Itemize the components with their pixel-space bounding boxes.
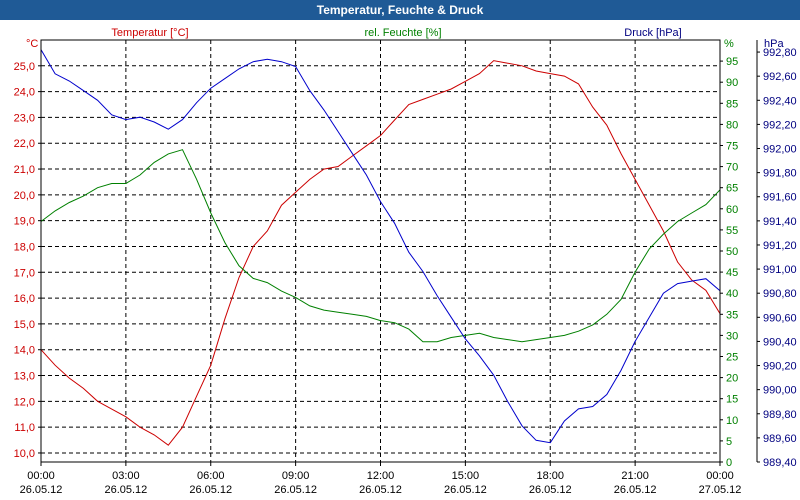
date-tick-label: 26.05.12 (189, 484, 232, 496)
humidity-axis: 0 5 10 15 20 25 30 35 40 45 50 55 60 65 70 75 80 85 90 95 (720, 56, 738, 469)
temperature-tick-label: 25,0 (14, 61, 35, 73)
humidity-tick-label: 50 (726, 246, 738, 258)
humidity-tick-label: 55 (726, 225, 738, 237)
pressure-tick-label: 990,00 (763, 385, 797, 397)
pressure-tick-label: 992,20 (763, 119, 797, 131)
series-line-humidity (40, 149, 721, 343)
date-tick-label: 26.05.12 (20, 484, 63, 496)
pressure-tick-label: 992,40 (763, 95, 797, 107)
time-tick-label: 06:00 (197, 470, 225, 482)
pressure-tick-label: 989,60 (763, 433, 797, 445)
pressure-tick-label: 991,60 (763, 192, 797, 204)
humidity-tick-label: 40 (726, 288, 738, 300)
pressure-tick-label: 989,40 (763, 457, 797, 469)
date-tick-label: 26.05.12 (274, 484, 317, 496)
time-tick-label: 09:00 (282, 470, 310, 482)
pressure-tick-label: 991,00 (763, 264, 797, 276)
pressure-tick-label: 992,60 (763, 71, 797, 83)
humidity-tick-label: 85 (726, 98, 738, 110)
humidity-tick-label: 75 (726, 141, 738, 153)
temperature-tick-label: 23,0 (14, 112, 35, 124)
humidity-tick-label: 15 (726, 394, 738, 406)
pressure-tick-label: 990,40 (763, 336, 797, 348)
date-tick-label: 26.05.12 (529, 484, 572, 496)
legend-humidity: rel. Feuchte [%] (364, 27, 441, 39)
time-tick-label: 12:00 (367, 470, 395, 482)
temperature-tick-label: 15,0 (14, 319, 35, 331)
pressure-axis: 989,40 989,60 989,80 990,00 990,20 990,40 990,… (756, 40, 797, 469)
temperature-axis: 10,0 11,0 12,0 13,0 14,0 15,0 16,0 17,0 18,0 19,0… (14, 61, 41, 460)
humidity-tick-label: 25 (726, 352, 738, 364)
pressure-tick-label: 989,80 (763, 409, 797, 421)
series-layer (40, 49, 721, 446)
humidity-tick-label: 95 (726, 56, 738, 68)
humidity-tick-label: 5 (726, 436, 732, 448)
humidity-tick-label: 70 (726, 162, 738, 174)
time-tick-label: 00:00 (27, 470, 55, 482)
legend-pressure: Druck [hPa] (624, 27, 681, 39)
chart-canvas: 10,0 11,0 12,0 13,0 14,0 15,0 16,0 17,0 18,0 19,0… (14, 27, 797, 496)
temperature-tick-label: 10,0 (14, 448, 35, 460)
time-tick-label: 21:00 (621, 470, 649, 482)
humidity-tick-label: 80 (726, 119, 738, 131)
temperature-tick-label: 17,0 (14, 267, 35, 279)
pressure-unit: hPa (764, 38, 784, 50)
humidity-tick-label: 65 (726, 183, 738, 195)
date-tick-label: 27.05.12 (699, 484, 742, 496)
humidity-tick-label: 60 (726, 204, 738, 216)
temperature-tick-label: 16,0 (14, 293, 35, 305)
chart-title: Temperatur, Feuchte & Druck (316, 3, 484, 17)
temperature-unit: °C (26, 38, 38, 50)
temperature-tick-label: 22,0 (14, 138, 35, 150)
humidity-tick-label: 20 (726, 373, 738, 385)
humidity-unit: % (724, 38, 734, 50)
temperature-tick-label: 12,0 (14, 396, 35, 408)
chart-title-bar: Temperatur, Feuchte & Druck (0, 0, 800, 20)
pressure-tick-label: 992,80 (763, 47, 797, 59)
pressure-tick-label: 990,80 (763, 288, 797, 300)
pressure-tick-label: 991,20 (763, 240, 797, 252)
time-tick-label: 00:00 (706, 470, 734, 482)
series-line-temperature (40, 60, 721, 446)
pressure-tick-label: 991,80 (763, 168, 797, 180)
date-tick-label: 26.05.12 (359, 484, 402, 496)
temperature-tick-label: 19,0 (14, 216, 35, 228)
pressure-tick-label: 992,00 (763, 144, 797, 156)
legend-temperature: Temperatur [°C] (111, 27, 188, 39)
temperature-tick-label: 18,0 (14, 241, 35, 253)
time-tick-label: 15:00 (452, 470, 480, 482)
pressure-tick-label: 991,40 (763, 216, 797, 228)
humidity-tick-label: 45 (726, 267, 738, 279)
date-tick-label: 26.05.12 (444, 484, 487, 496)
temperature-tick-label: 20,0 (14, 190, 35, 202)
humidity-tick-label: 0 (726, 457, 732, 469)
time-axis: 00:00 26.05.12 03:00 26.05.12 06:00 26.05.12 0… (20, 462, 742, 496)
temperature-tick-label: 13,0 (14, 371, 35, 383)
temperature-tick-label: 24,0 (14, 87, 35, 99)
humidity-tick-label: 35 (726, 309, 738, 321)
temperature-tick-label: 11,0 (14, 422, 35, 434)
humidity-tick-label: 90 (726, 77, 738, 89)
pressure-tick-label: 990,20 (763, 361, 797, 373)
pressure-tick-label: 990,60 (763, 312, 797, 324)
humidity-tick-label: 10 (726, 415, 738, 427)
date-tick-label: 26.05.12 (104, 484, 147, 496)
temperature-tick-label: 21,0 (14, 164, 35, 176)
time-tick-label: 03:00 (112, 470, 140, 482)
date-tick-label: 26.05.12 (614, 484, 657, 496)
grid-lines (41, 40, 720, 462)
temperature-tick-label: 14,0 (14, 345, 35, 357)
humidity-tick-label: 30 (726, 330, 738, 342)
time-tick-label: 18:00 (536, 470, 564, 482)
series-line-pressure (40, 49, 721, 444)
